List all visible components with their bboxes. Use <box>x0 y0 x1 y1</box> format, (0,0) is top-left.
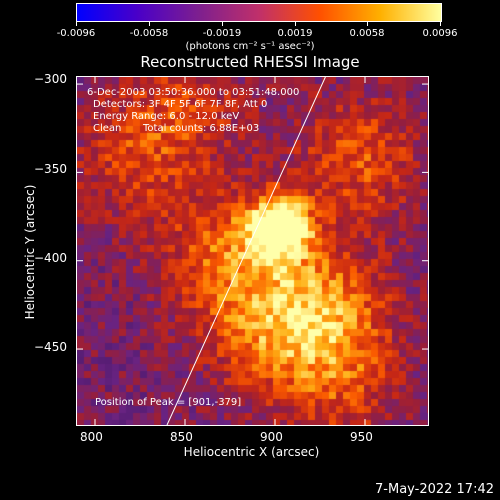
info-total-counts: Total counts: 6.88E+03 <box>143 123 260 134</box>
y-tick-label: −450 <box>34 340 67 354</box>
colorbar-tick-label: 0.0096 <box>422 28 458 39</box>
y-axis-label: Heliocentric Y (arcsec) <box>23 184 37 320</box>
info-peak-position: Position of Peak = [901,-379] <box>95 397 242 408</box>
heatmap-plot-area: 6-Dec-2003 03:50:36.000 to 03:51:48.000 … <box>76 76 429 426</box>
x-tick-label: 900 <box>260 430 283 444</box>
heatmap-image <box>77 77 428 425</box>
y-tick-label: −300 <box>34 72 67 86</box>
colorbar-tick-label: -0.0096 <box>56 28 96 39</box>
solar-limb-line <box>166 77 326 425</box>
colorbar-tick-label: 0.0019 <box>277 28 313 39</box>
colorbar-tick <box>440 22 441 26</box>
plot-title: Reconstructed RHESSI Image <box>140 53 360 71</box>
colorbar-tick <box>222 22 223 26</box>
info-time-range: 6-Dec-2003 03:50:36.000 to 03:51:48.000 <box>87 87 300 98</box>
info-clean: Clean <box>93 123 122 134</box>
colorbar-tick <box>295 22 296 26</box>
footer-timestamp: 7-May-2022 17:42 <box>375 482 494 497</box>
colorbar-tick <box>367 22 368 26</box>
x-tick-label: 950 <box>350 430 373 444</box>
colorbar-tick-label: -0.0058 <box>129 28 169 39</box>
y-tick-label: −400 <box>34 251 67 265</box>
plot-overlay <box>77 77 428 425</box>
x-tick-label: 800 <box>80 430 103 444</box>
info-energy-range: Energy Range: 6.0 - 12.0 keV <box>93 111 240 122</box>
colorbar-tick <box>149 22 150 26</box>
colorbar-tick-label: 0.0058 <box>349 28 385 39</box>
colorbar-tick-label: -0.0019 <box>202 28 242 39</box>
x-axis-label: Heliocentric X (arcsec) <box>183 445 320 459</box>
colorbar <box>76 3 442 22</box>
y-tick-label: −350 <box>34 162 67 176</box>
info-detectors: Detectors: 3F 4F 5F 6F 7F 8F, Att 0 <box>93 99 268 110</box>
x-tick-label: 850 <box>170 430 193 444</box>
colorbar-tick <box>76 22 77 26</box>
colorbar-units: (photons cm⁻² s⁻¹ asec⁻²) <box>185 41 315 52</box>
